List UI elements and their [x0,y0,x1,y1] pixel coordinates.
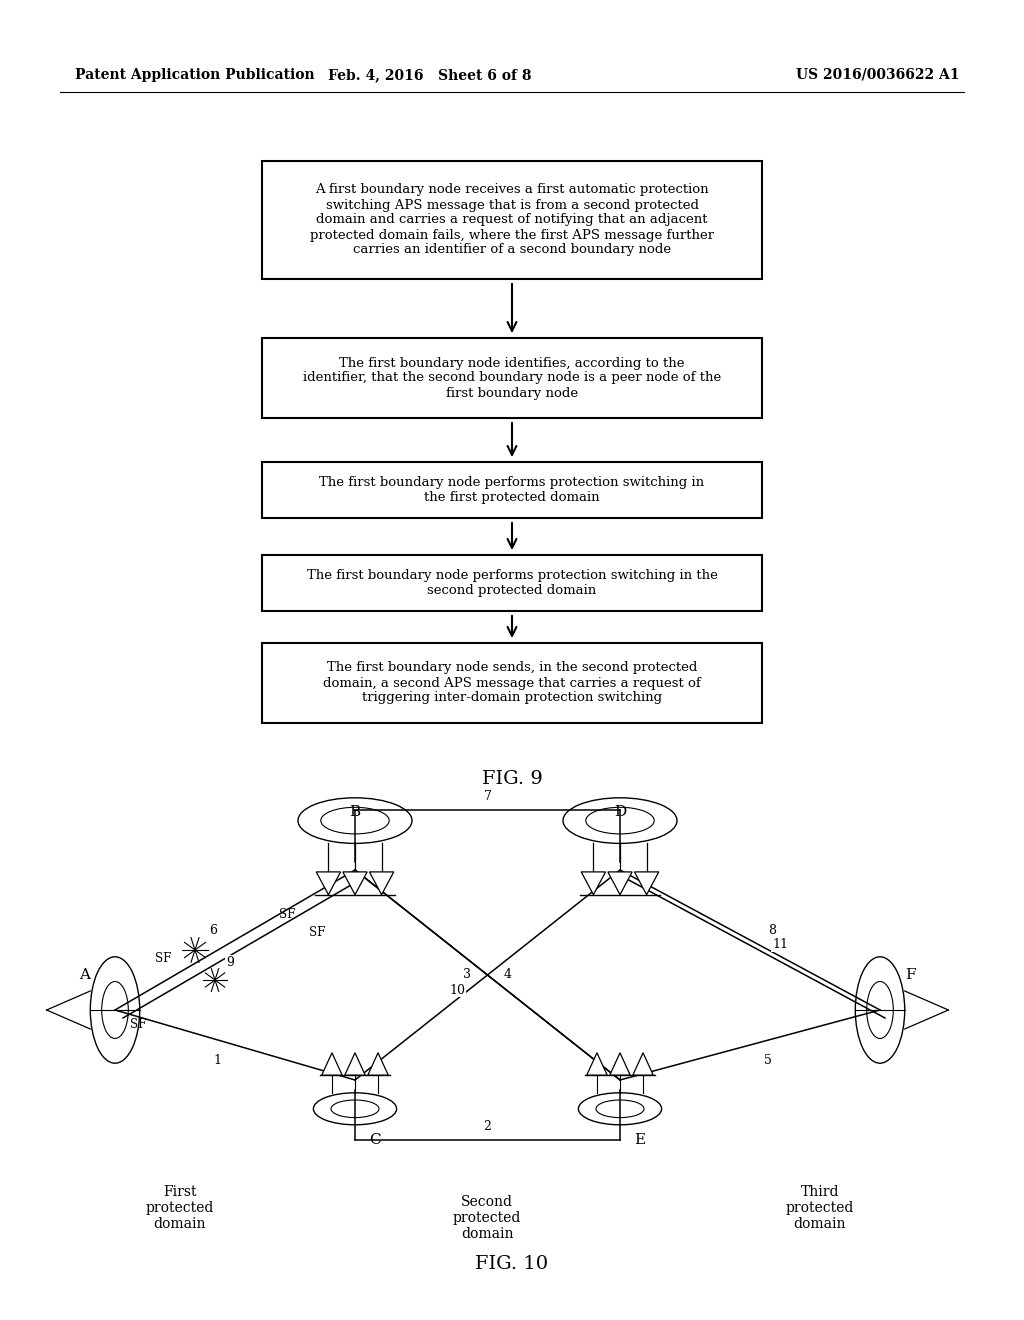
Text: FIG. 9: FIG. 9 [481,770,543,788]
Text: The first boundary node performs protection switching in
the first protected dom: The first boundary node performs protect… [319,477,705,504]
Bar [262,338,762,418]
Text: 2: 2 [483,1119,492,1133]
Text: B: B [349,805,360,818]
Bar [262,462,762,517]
Text: US 2016/0036622 A1: US 2016/0036622 A1 [797,69,961,82]
Polygon shape [587,1053,607,1076]
Text: The first boundary node performs protection switching in the
second protected do: The first boundary node performs protect… [306,569,718,597]
Text: The first boundary node sends, in the second protected
domain, a second APS mess: The first boundary node sends, in the se… [324,661,700,705]
Polygon shape [582,873,605,895]
Text: 8: 8 [768,924,776,936]
Text: C: C [370,1133,381,1147]
Text: 4: 4 [504,969,512,982]
Text: The first boundary node identifies, according to the
identifier, that the second: The first boundary node identifies, acco… [303,356,721,400]
Bar [262,554,762,611]
Text: SF: SF [155,952,171,965]
Text: Patent Application Publication: Patent Application Publication [75,69,314,82]
Polygon shape [368,1053,388,1076]
Text: 3: 3 [464,969,471,982]
Polygon shape [370,873,394,895]
Text: SF: SF [130,1019,146,1031]
Polygon shape [322,1053,342,1076]
Text: Third
protected
domain: Third protected domain [785,1185,854,1232]
Text: 11: 11 [772,939,788,952]
Text: F: F [905,968,915,982]
Polygon shape [343,873,368,895]
Text: 7: 7 [483,789,492,803]
Text: First
protected
domain: First protected domain [145,1185,214,1232]
Text: 1: 1 [213,1053,221,1067]
Text: SF: SF [308,925,325,939]
Polygon shape [316,873,341,895]
Text: 6: 6 [209,924,217,936]
Bar [262,161,762,279]
Text: 10: 10 [450,983,466,997]
Text: 9: 9 [226,956,233,969]
Polygon shape [608,873,632,895]
Text: E: E [635,1133,645,1147]
Polygon shape [633,1053,653,1076]
Text: A: A [80,968,90,982]
Text: 5: 5 [764,1053,772,1067]
Text: Second
protected
domain: Second protected domain [453,1195,521,1241]
Text: D: D [613,805,626,818]
Text: A first boundary node receives a first automatic protection
switching APS messag: A first boundary node receives a first a… [310,183,714,256]
Text: SF: SF [279,908,295,921]
Text: Feb. 4, 2016   Sheet 6 of 8: Feb. 4, 2016 Sheet 6 of 8 [329,69,531,82]
Bar [262,643,762,723]
Text: FIG. 10: FIG. 10 [475,1255,549,1272]
Polygon shape [609,1053,630,1076]
Polygon shape [345,1053,366,1076]
Polygon shape [635,873,658,895]
